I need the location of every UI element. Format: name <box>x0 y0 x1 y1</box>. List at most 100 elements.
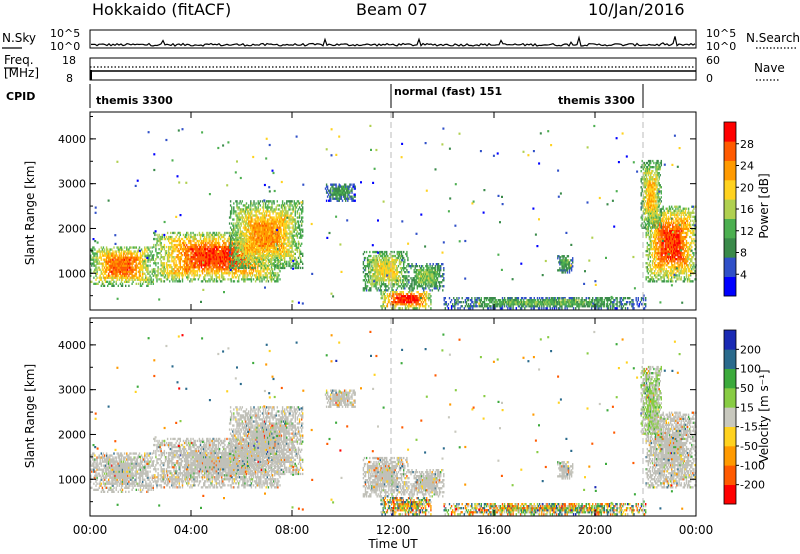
power-cell <box>275 234 277 237</box>
power-cell <box>388 281 390 284</box>
power-cell <box>396 301 398 304</box>
power-cell <box>248 228 250 231</box>
power-cell <box>253 258 255 261</box>
power-cell <box>131 262 133 265</box>
power-cell <box>280 258 283 261</box>
power-cell <box>101 280 104 283</box>
power-cell <box>248 218 250 221</box>
power-cell <box>170 245 172 249</box>
power-cell <box>180 256 183 259</box>
power-cell <box>410 295 412 298</box>
power-cell <box>197 278 200 281</box>
power-cell <box>174 258 176 261</box>
power-cell <box>184 256 187 259</box>
power-cell <box>218 256 221 259</box>
power-cell <box>151 270 153 273</box>
power-cell <box>292 254 294 257</box>
power-cell <box>283 232 285 235</box>
power-cell <box>264 202 267 205</box>
power-cell <box>248 256 250 259</box>
power-cell <box>387 263 389 266</box>
power-cell <box>276 254 278 257</box>
power-cell <box>209 280 211 283</box>
power-cell <box>281 236 284 239</box>
power-cell <box>299 256 302 259</box>
power-cell <box>233 262 235 265</box>
station-title: Hokkaido (fitACF) <box>92 0 232 19</box>
power-cell <box>362 289 365 292</box>
power-cell <box>197 254 200 257</box>
power-cell <box>142 258 144 261</box>
power-cell <box>255 240 257 243</box>
power-cell <box>229 232 232 235</box>
power-cell <box>235 236 237 239</box>
power-cell <box>234 272 237 275</box>
power-cell <box>334 193 336 196</box>
power-cell <box>104 258 107 261</box>
power-cell <box>298 224 301 227</box>
power-cell <box>101 250 104 253</box>
power-cell <box>132 256 134 259</box>
power-cell <box>145 248 147 251</box>
power-cell <box>179 245 181 249</box>
power-cell <box>263 278 265 281</box>
power-cell <box>208 250 210 253</box>
power-cell <box>107 280 109 283</box>
power-cell <box>413 293 415 296</box>
power-cell <box>302 202 304 205</box>
power-cell <box>280 254 283 257</box>
power-cell <box>228 248 230 251</box>
power-cell <box>397 303 399 306</box>
power-cell <box>341 193 344 196</box>
power-cell <box>178 276 180 279</box>
power-cell <box>281 254 284 257</box>
power-cell <box>194 250 196 253</box>
power-cell <box>291 254 293 257</box>
power-cell <box>246 246 249 249</box>
power-cell <box>262 236 265 239</box>
power-cell <box>206 266 208 269</box>
power-cell <box>169 272 171 275</box>
power-cell <box>284 242 286 245</box>
power-cell <box>383 289 386 292</box>
power-cell <box>135 254 137 257</box>
power-cell <box>372 283 374 286</box>
power-cell <box>206 231 208 235</box>
power-cell <box>193 258 195 261</box>
power-cell <box>112 266 114 269</box>
power-cell <box>198 245 201 249</box>
power-cell <box>292 250 294 253</box>
power-cell <box>262 214 265 217</box>
power-cell <box>120 284 123 287</box>
power-cell <box>273 236 275 239</box>
power-cell <box>134 258 136 261</box>
power-cell <box>389 260 391 264</box>
power-cell <box>199 256 202 259</box>
power-cell <box>189 272 191 275</box>
power-cell <box>256 228 258 231</box>
freq-tick-top: 18 <box>62 54 76 67</box>
power-cell <box>255 228 257 231</box>
power-cell <box>264 216 267 219</box>
power-cell <box>383 273 386 276</box>
power-cell <box>397 283 400 286</box>
power-cell <box>411 295 413 298</box>
power-cell <box>397 301 399 304</box>
power-cell <box>135 272 137 275</box>
power-cell <box>225 266 227 269</box>
power-cell <box>164 237 167 241</box>
power-cell <box>150 278 152 281</box>
power-cell <box>196 274 198 277</box>
power-cell <box>254 218 256 221</box>
power-cell <box>276 252 278 255</box>
power-cell <box>239 240 241 243</box>
power-cell <box>395 297 397 300</box>
power-cell <box>391 267 393 270</box>
power-cell <box>215 252 218 255</box>
power-cell <box>336 199 338 202</box>
power-cell <box>208 239 210 243</box>
power-cell <box>291 234 293 237</box>
power-cell <box>285 224 287 227</box>
power-cell <box>301 212 303 215</box>
power-cell <box>211 245 213 249</box>
